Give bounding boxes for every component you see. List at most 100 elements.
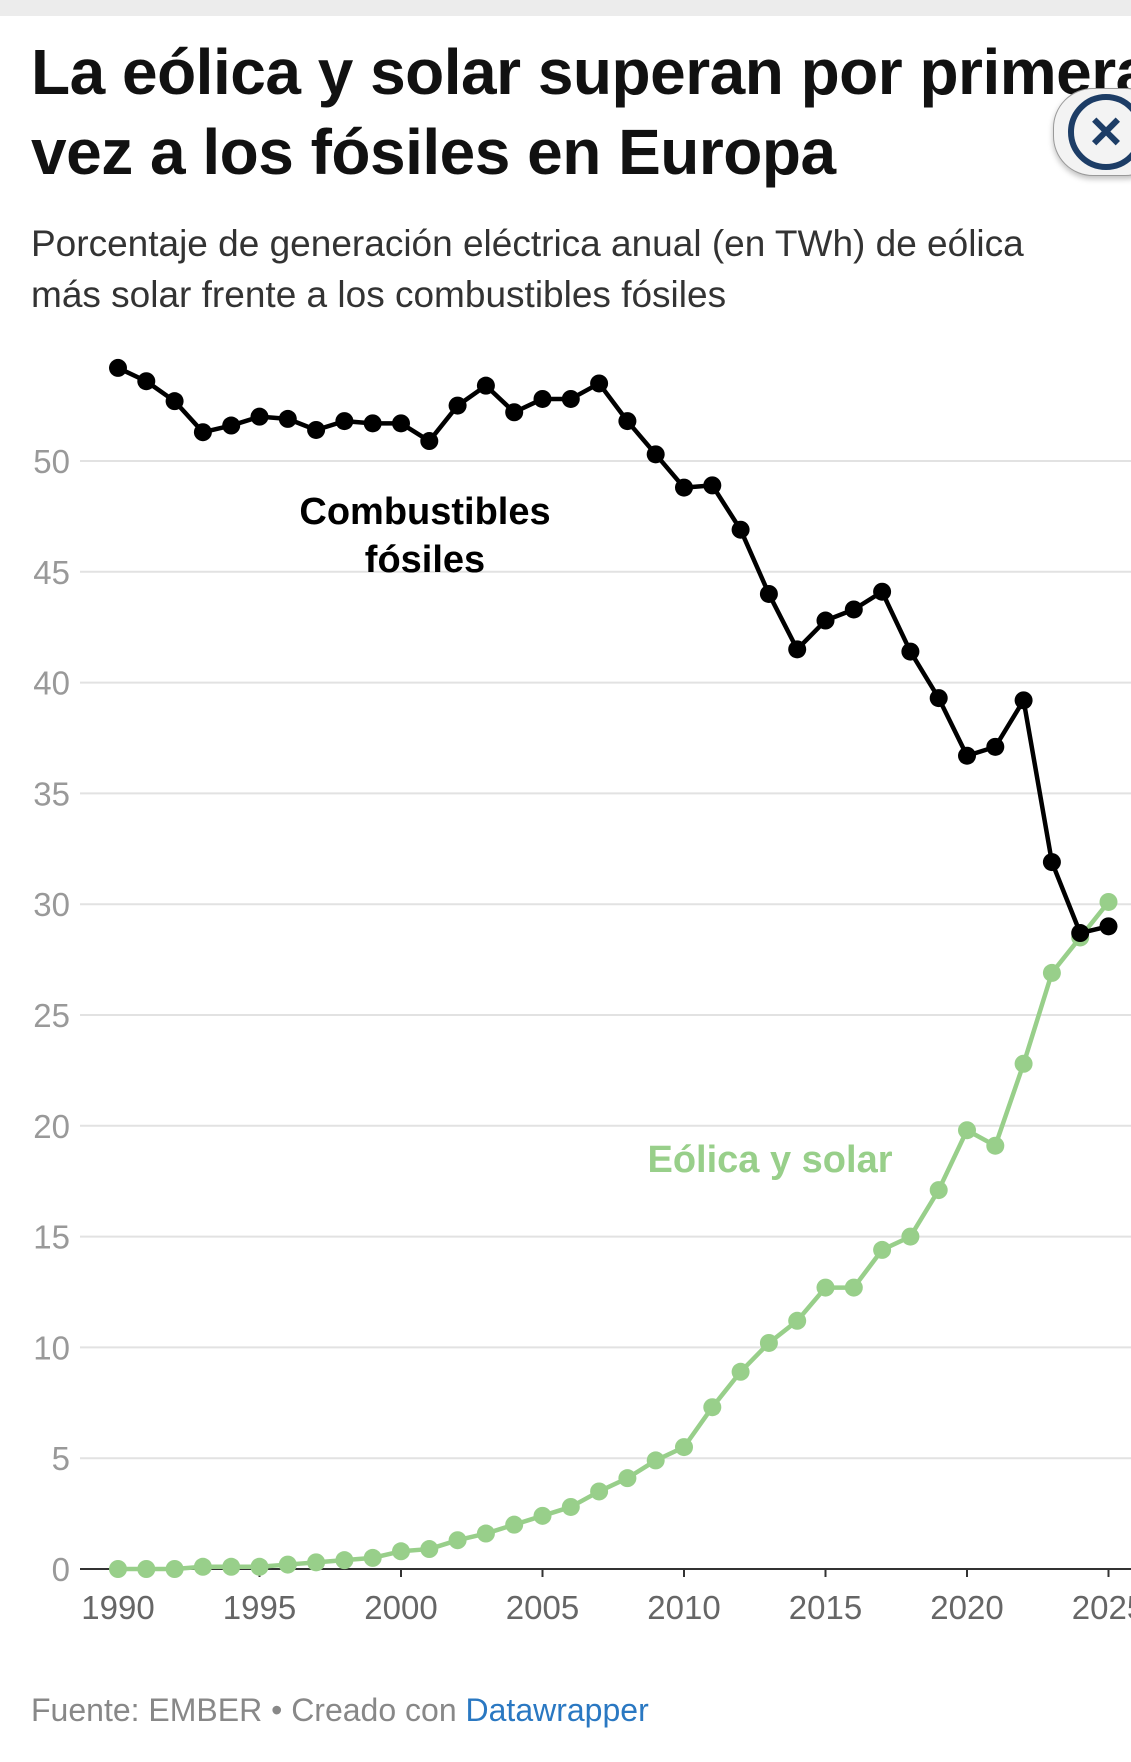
chart-subtitle: Porcentaje de generación eléctrica anual… [31,218,1024,320]
data-point [307,1553,326,1572]
data-point [448,396,467,415]
data-point [1099,892,1118,911]
data-point [646,445,665,464]
data-point [222,1557,241,1576]
title-line-1: La eólica y solar superan por primera [31,36,1131,108]
data-point [646,1451,665,1470]
data-point [618,1469,637,1488]
data-point [816,1278,835,1297]
data-point [137,1560,156,1578]
data-point [1071,924,1090,943]
data-point [759,1333,778,1352]
data-point [533,389,552,408]
data-point [335,412,354,431]
data-point [844,600,863,619]
subtitle-line-2: más solar frente a los combustibles fósi… [31,274,727,315]
data-point [873,1240,892,1259]
data-point [505,1515,524,1534]
data-point [986,737,1005,756]
y-tick-label: 25 [33,997,70,1034]
data-point [675,478,693,497]
x-tick-label: 2005 [506,1589,579,1626]
data-point [816,611,835,630]
data-point [731,1362,750,1381]
x-tick-label: 1990 [81,1589,154,1626]
data-point [165,1560,184,1578]
y-tick-label: 5 [52,1440,70,1477]
series-line [118,900,1111,1572]
data-point [109,358,127,377]
data-point [363,1548,382,1567]
data-point [533,1506,552,1525]
series-label-wind-solar: Eólica y solar [647,1139,892,1181]
x-tick-label: 2015 [789,1589,862,1626]
y-tick-label: 35 [33,775,70,812]
y-tick-label: 30 [33,886,70,923]
data-point [476,1524,495,1543]
x-tick-label: 2000 [364,1589,437,1626]
y-tick-label: 0 [52,1551,70,1588]
y-tick-label: 15 [33,1219,70,1256]
data-point [703,1398,722,1417]
source-text: Fuente: EMBER • Creado con [31,1692,466,1728]
y-tick-label: 40 [33,665,70,702]
data-point [278,1555,297,1574]
data-point [137,372,156,391]
close-icon[interactable]: × [1068,94,1131,170]
top-bar [0,0,1131,16]
data-point [901,642,920,661]
data-point [561,1497,580,1516]
data-point [278,409,297,428]
data-point [675,1438,693,1457]
data-point [561,389,580,408]
data-point [420,1540,439,1559]
data-point [590,1482,609,1501]
data-point [731,520,750,539]
data-point [193,1557,212,1576]
data-point [1042,963,1061,982]
data-point [109,1560,127,1578]
data-point [448,1531,467,1550]
data-point [392,1542,410,1561]
data-point [844,1278,863,1297]
data-point [505,403,524,422]
footer: Fuente: EMBER • Creado con Datawrapper [31,1692,649,1729]
y-tick-label: 50 [33,443,70,480]
data-point [476,376,495,395]
y-tick-label: 10 [33,1329,70,1366]
data-point [958,1121,976,1140]
data-point [618,412,637,431]
datawrapper-link[interactable]: Datawrapper [465,1692,649,1728]
data-point [1014,1054,1033,1073]
x-tick-label: 1995 [223,1589,296,1626]
data-point [250,1557,269,1576]
y-tick-label: 20 [33,1108,70,1145]
data-point [873,582,892,601]
data-point [788,640,807,659]
data-point [363,414,382,433]
data-point [222,416,241,435]
data-point [703,476,722,495]
title-line-2: vez a los fósiles en Europa [31,116,836,188]
data-point [307,420,326,439]
close-button[interactable]: × [1053,88,1131,176]
data-point [901,1227,920,1246]
data-point [165,392,184,411]
y-tick-label: 45 [33,554,70,591]
data-point [1099,917,1118,936]
x-tick-label: 2020 [930,1589,1003,1626]
data-point [335,1551,354,1570]
data-point [929,1181,948,1200]
data-point [1014,691,1033,710]
data-point [590,374,609,393]
x-tick-label: 2010 [647,1589,720,1626]
data-point [193,423,212,442]
data-point [392,414,410,433]
series-line [117,365,1110,936]
data-point [420,432,439,451]
data-point [929,689,948,708]
chart-title: La eólica y solar superan por primera ve… [31,32,1131,192]
subtitle-line-1: Porcentaje de generación eléctrica anual… [31,223,1024,264]
series-label-fossil-2: fósiles [365,539,485,581]
